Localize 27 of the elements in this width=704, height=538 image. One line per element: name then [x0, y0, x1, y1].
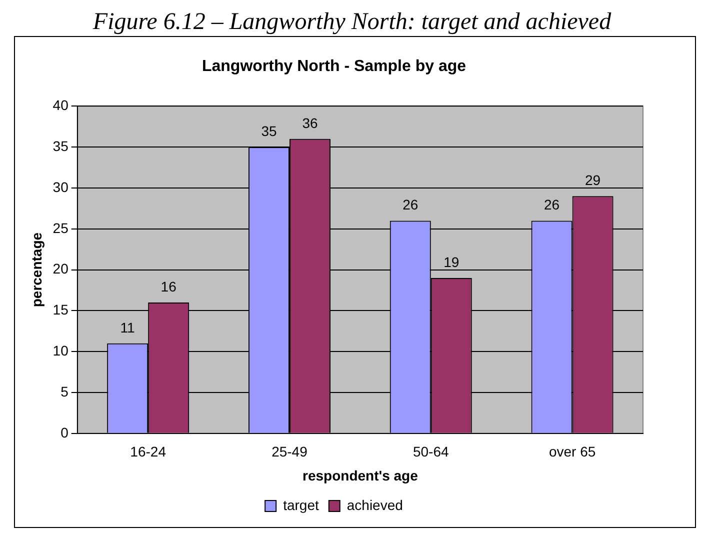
y-tick-label: 25 [52, 220, 69, 236]
data-label: 11 [120, 319, 136, 336]
y-tick-label: 20 [52, 260, 69, 277]
x-tick-label: 16-24 [130, 444, 166, 460]
caption: Figure 6.12 – Langworthy North: target and achieved [92, 8, 612, 36]
data-label: 26 [402, 196, 418, 213]
y-tick-label: 15 [52, 302, 69, 318]
y-tick-label: 0 [60, 424, 69, 440]
data-label: 36 [302, 114, 318, 131]
y-tick-label: 5 [60, 383, 69, 400]
y-axis-title: percentage [28, 232, 44, 308]
y-tick-label: 35 [52, 138, 69, 154]
x-tick-label: 25-49 [272, 444, 308, 460]
y-tick-label: 30 [52, 178, 69, 195]
chart-title: Langworthy North - Sample by age [202, 58, 466, 76]
data-label: 16 [160, 278, 177, 294]
legend-label: target [283, 496, 319, 513]
data-label: 26 [544, 196, 560, 213]
x-tick-label: 50-64 [412, 444, 450, 460]
y-tick-label: 40 [52, 97, 69, 114]
x-axis-title: respondent's age [302, 467, 418, 484]
x-tick-label: over 65 [548, 444, 596, 460]
legend-label: achieved [346, 496, 403, 513]
data-label: 29 [585, 172, 601, 188]
data-label: 35 [261, 122, 277, 139]
y-tick-label: 10 [52, 342, 69, 358]
data-label: 19 [444, 254, 460, 270]
